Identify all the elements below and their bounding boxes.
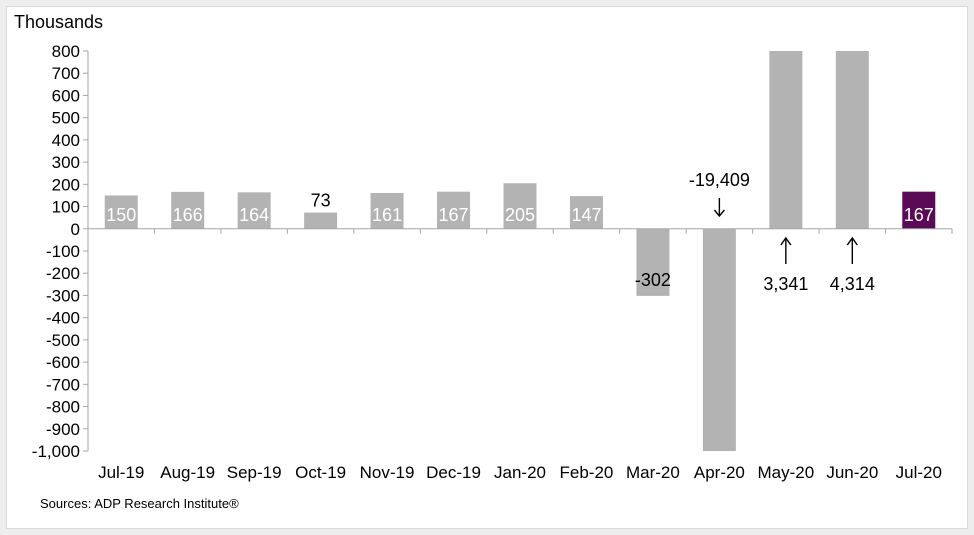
y-tick-label: 400 xyxy=(52,131,80,150)
data-label: 147 xyxy=(571,205,601,225)
y-tick-label: -500 xyxy=(46,331,80,350)
y-tick-label: 600 xyxy=(52,86,80,105)
x-tick-label: Jun-20 xyxy=(826,463,878,482)
bar-feb-20 xyxy=(569,196,603,229)
data-label: 166 xyxy=(173,205,203,225)
bar-dec-19 xyxy=(437,191,471,229)
y-tick-label: 200 xyxy=(52,175,80,194)
y-tick-label: -1,000 xyxy=(32,442,80,461)
x-tick-label: Sep-19 xyxy=(227,463,282,482)
bar-nov-19 xyxy=(370,193,404,229)
bar-sep-19 xyxy=(237,192,271,229)
x-tick-label: Aug-19 xyxy=(160,463,215,482)
down-arrow-head xyxy=(713,209,725,218)
y-tick-label: 0 xyxy=(71,220,80,239)
y-tick-label: 700 xyxy=(52,64,80,83)
data-label: -19,409 xyxy=(689,170,750,190)
x-tick-label: Nov-19 xyxy=(360,463,415,482)
x-tick-label: Dec-19 xyxy=(426,463,481,482)
up-arrow-head xyxy=(846,236,858,246)
data-label: 167 xyxy=(439,205,469,225)
data-label: 4,314 xyxy=(830,274,875,294)
bar-oct-19 xyxy=(304,212,338,229)
y-tick-label: -600 xyxy=(46,353,80,372)
bar-jul-19 xyxy=(104,195,138,229)
y-tick-label: -700 xyxy=(46,375,80,394)
x-tick-label: Feb-20 xyxy=(560,463,614,482)
data-label: 167 xyxy=(904,205,934,225)
data-label: -302 xyxy=(635,270,671,290)
y-tick-label: 800 xyxy=(52,42,80,61)
bar-mar-20 xyxy=(636,228,670,296)
bar-jan-20 xyxy=(503,183,537,229)
bar-apr-20 xyxy=(702,228,736,451)
data-label: 3,341 xyxy=(763,274,808,294)
x-tick-label: Jul-19 xyxy=(98,463,144,482)
bar-may-20 xyxy=(769,51,803,229)
bar-jul-20 xyxy=(902,191,936,229)
y-axis-unit-label: Thousands xyxy=(14,12,104,32)
y-tick-label: 100 xyxy=(52,198,80,217)
data-label: 161 xyxy=(372,205,402,225)
chart-frame xyxy=(6,6,968,529)
x-tick-label: Jul-20 xyxy=(896,463,942,482)
y-tick-label: 500 xyxy=(52,109,80,128)
x-tick-label: May-20 xyxy=(758,463,815,482)
x-tick-label: Oct-19 xyxy=(295,463,346,482)
data-label: 205 xyxy=(505,205,535,225)
data-label: 150 xyxy=(106,205,136,225)
y-tick-label: -300 xyxy=(46,286,80,305)
y-tick-label: -400 xyxy=(46,309,80,328)
data-label: 164 xyxy=(239,205,269,225)
bar-jun-20 xyxy=(835,51,869,229)
source-note: Sources: ADP Research Institute® xyxy=(40,496,239,511)
y-tick-label: -800 xyxy=(46,398,80,417)
y-tick-label: -200 xyxy=(46,264,80,283)
x-tick-label: Apr-20 xyxy=(694,463,745,482)
x-tick-label: Mar-20 xyxy=(626,463,680,482)
y-tick-label: -100 xyxy=(46,242,80,261)
x-tick-label: Jan-20 xyxy=(494,463,546,482)
y-tick-label: -900 xyxy=(46,420,80,439)
bar-aug-19 xyxy=(171,191,205,229)
up-arrow-head xyxy=(780,236,792,246)
y-tick-label: 300 xyxy=(52,153,80,172)
data-label: 73 xyxy=(311,191,331,211)
